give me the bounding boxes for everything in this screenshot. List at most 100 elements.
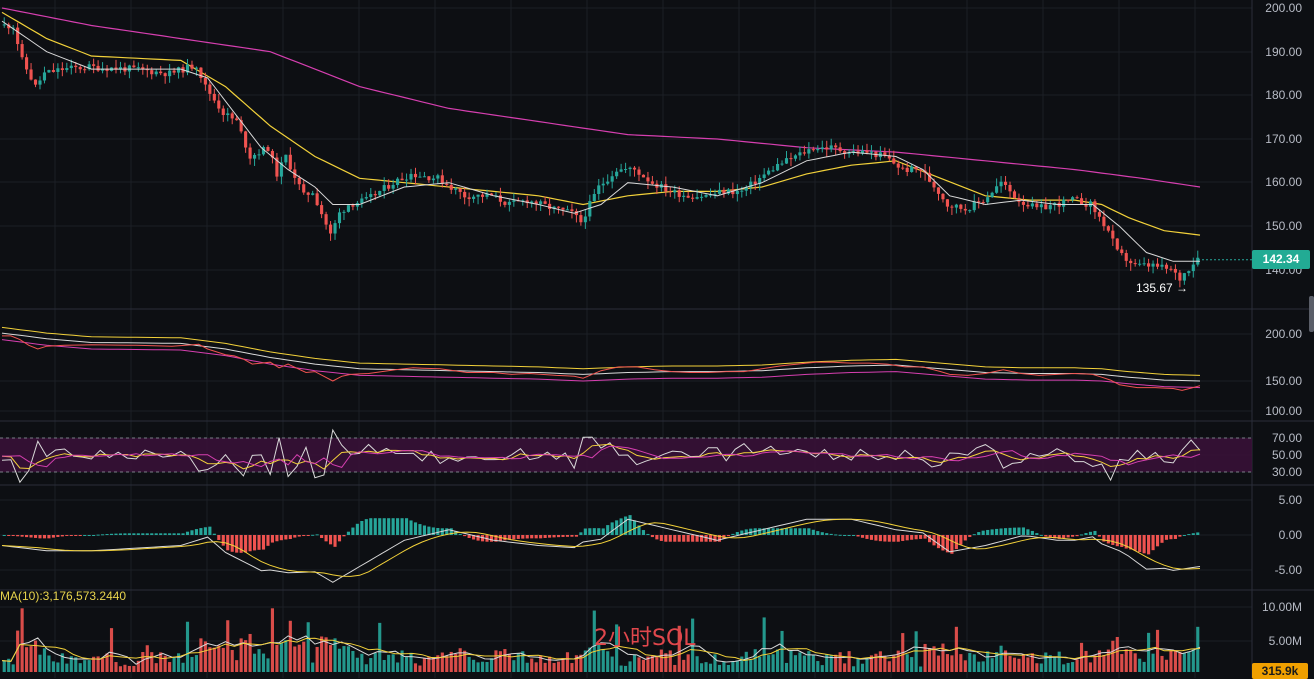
volume-bar [1039, 663, 1043, 672]
volume-bar [865, 658, 869, 672]
volume-bar [118, 666, 123, 672]
volume-bar [811, 654, 815, 672]
volume-bar [235, 660, 239, 672]
candle-body [221, 108, 225, 116]
volume-bar [1035, 663, 1039, 672]
volume-bar [221, 647, 225, 672]
macd-bar [123, 533, 127, 535]
macd-bar [606, 525, 610, 535]
candle-body [226, 113, 230, 116]
volume-bar [38, 654, 42, 672]
candle-body [74, 65, 78, 68]
candle-body [387, 185, 391, 189]
rsi-line [1, 428, 1201, 484]
candle-body [1160, 264, 1164, 267]
candle-body [650, 181, 654, 184]
macd-bar [686, 535, 690, 542]
macd-bar [230, 535, 234, 552]
macd-bar [539, 535, 543, 539]
macd-bar [320, 535, 324, 539]
axis-tick-label: 5.00 [1279, 493, 1303, 507]
price-axis[interactable]: 200.00190.00180.00170.00160.00150.00140.… [1262, 1, 1302, 648]
candle-body [297, 177, 301, 185]
volume-bar [588, 647, 592, 672]
candle-body [986, 197, 990, 203]
candle-body [440, 175, 444, 184]
candle-body [767, 170, 771, 175]
macd-bar [472, 535, 476, 540]
axis-scroll-handle[interactable] [1309, 296, 1314, 332]
candle-body [624, 169, 628, 171]
volume-bar [476, 662, 480, 672]
volume-bar [682, 659, 686, 672]
macd-bar [717, 535, 722, 542]
volume-bar [887, 661, 891, 672]
macd-bar [860, 535, 865, 538]
candle-body [382, 185, 386, 191]
macd-bar [297, 535, 301, 537]
volume-bar [324, 637, 328, 672]
candle-body [816, 148, 820, 151]
candle-body [1151, 263, 1155, 267]
macd-bar [244, 535, 248, 553]
candle-body [811, 149, 815, 151]
volume-bar [793, 655, 798, 672]
volume-bar [1030, 653, 1034, 672]
macd-bar [387, 518, 391, 535]
macd-bar [159, 533, 163, 535]
macd-bar [847, 535, 851, 536]
candle-body [346, 205, 351, 212]
macd-pane [1, 515, 1201, 583]
macd-bar [883, 535, 887, 542]
volume-bar [1164, 659, 1169, 672]
candle-body [1075, 197, 1079, 199]
macd-bar [869, 535, 874, 540]
macd-bar [235, 535, 239, 553]
candle-body [445, 183, 449, 185]
candle-body [1164, 264, 1169, 269]
volume-bar [141, 652, 145, 672]
macd-bar [378, 518, 382, 535]
volume-pane [1, 608, 1201, 672]
volume-bars [2, 608, 1200, 672]
volume-bar [776, 649, 780, 672]
candle-body [302, 184, 306, 193]
volume-bar [404, 656, 409, 672]
volume-bar [337, 648, 342, 672]
volume-bar [986, 651, 990, 672]
candle-body [400, 178, 404, 181]
candle-body [1111, 230, 1115, 239]
macd-bar [1106, 535, 1110, 544]
macd-bar [525, 535, 529, 539]
volume-bar [525, 662, 529, 672]
candle-body [977, 201, 981, 203]
volume-bar [1173, 650, 1177, 672]
macd-bar [38, 535, 42, 539]
candle-body [936, 187, 941, 194]
macd-bar [78, 535, 82, 536]
macd-bar [780, 528, 784, 535]
volume-bar [42, 648, 47, 672]
macd-bar [239, 535, 243, 553]
candle-body [722, 189, 726, 194]
volume-bar [758, 656, 762, 672]
volume-bar [914, 631, 918, 672]
sma-fast-path [1, 20, 1200, 262]
candle-body [431, 178, 435, 181]
macd-bar [802, 528, 806, 535]
macd-bar [668, 535, 672, 542]
macd-bar [749, 528, 753, 535]
volume-bar [548, 656, 552, 672]
volume-bar [851, 666, 856, 672]
candle-body [735, 190, 739, 195]
macd-bar [163, 533, 167, 535]
macd-bar [807, 528, 811, 535]
macd-histogram [2, 515, 1200, 555]
volume-bar [16, 630, 20, 672]
macd-bar [677, 535, 681, 542]
candle-body [279, 162, 283, 177]
macd-bar [311, 534, 315, 536]
macd-bar [735, 532, 739, 535]
